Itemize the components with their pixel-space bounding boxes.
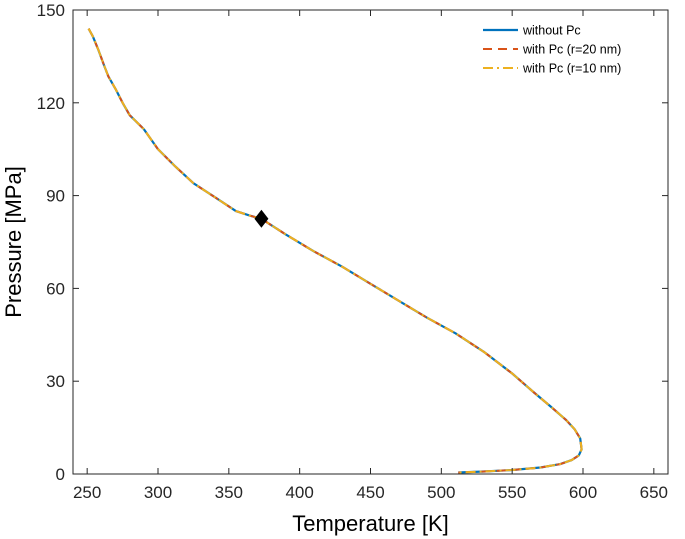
x-tick-label: 450 bbox=[356, 483, 384, 502]
x-tick-label: 650 bbox=[640, 483, 668, 502]
x-tick-label: 300 bbox=[144, 483, 172, 502]
series-line bbox=[87, 28, 583, 474]
series-line bbox=[87, 28, 583, 474]
series-line bbox=[87, 28, 583, 474]
diamond-marker bbox=[254, 209, 269, 228]
y-tick-label: 120 bbox=[37, 94, 65, 113]
legend-label: with Pc (r=20 nm) bbox=[522, 43, 621, 57]
legend-item: with Pc (r=20 nm) bbox=[483, 43, 621, 57]
legend: without Pc with Pc (r=20 nm) with Pc (r=… bbox=[475, 16, 663, 82]
x-tick-label: 400 bbox=[285, 483, 313, 502]
x-tick-label: 350 bbox=[215, 483, 243, 502]
x-axis-label: Temperature [K] bbox=[292, 511, 449, 536]
x-tick-label: 250 bbox=[73, 483, 101, 502]
legend-item: with Pc (r=10 nm) bbox=[483, 62, 621, 76]
legend-item: without Pc bbox=[483, 24, 581, 38]
y-tick-label: 0 bbox=[56, 465, 65, 484]
legend-label: without Pc bbox=[522, 24, 581, 38]
x-tick-label: 500 bbox=[427, 483, 455, 502]
legend-label: with Pc (r=10 nm) bbox=[522, 62, 621, 76]
x-axis-ticks: 250 300 350 400 450 500 550 600 650 bbox=[73, 10, 668, 502]
x-tick-label: 600 bbox=[569, 483, 597, 502]
y-tick-label: 150 bbox=[37, 1, 65, 20]
y-tick-label: 90 bbox=[46, 187, 65, 206]
y-axis-label: Pressure [MPa] bbox=[1, 166, 26, 318]
y-axis-ticks: 0 30 60 90 120 150 bbox=[37, 1, 668, 484]
y-tick-label: 60 bbox=[46, 279, 65, 298]
plot-area bbox=[87, 28, 583, 474]
x-tick-label: 550 bbox=[498, 483, 526, 502]
y-tick-label: 30 bbox=[46, 372, 65, 391]
